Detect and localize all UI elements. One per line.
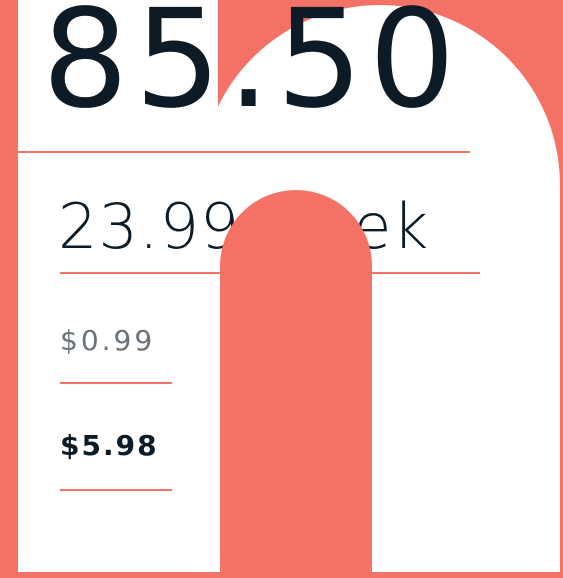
main-price: 85.50 [42, 0, 461, 139]
price-option[interactable]: $5.98 [60, 429, 159, 462]
left-panel [18, 0, 218, 572]
pill-shape [220, 190, 372, 578]
price-option[interactable]: $0.99 [60, 324, 155, 357]
